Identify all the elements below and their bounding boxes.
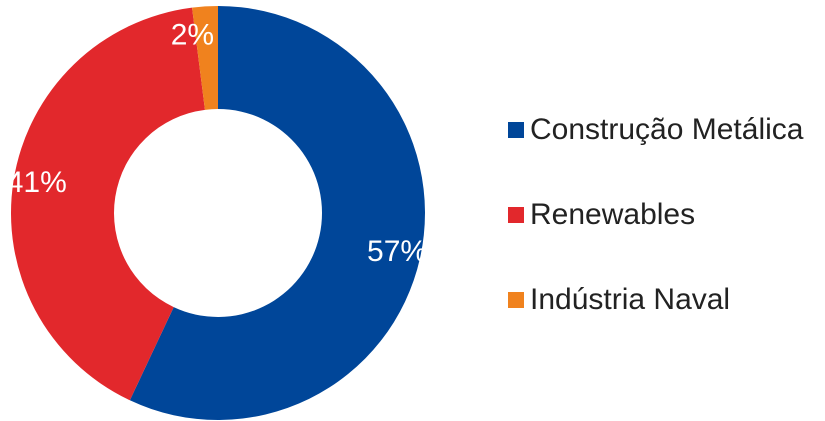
legend-label-construcao-metalica: Construção Metálica [530,112,804,146]
donut-slices [11,6,425,420]
legend-swatch-construcao-metalica [508,121,524,138]
chart-legend: Construção Metálica Renewables Indústria… [508,108,803,321]
donut-plot-area: 57% 41% 2% [7,6,427,420]
legend-item-industria-naval: Indústria Naval [508,278,803,321]
legend-label-industria-naval: Indústria Naval [530,282,731,316]
legend-swatch-renewables [508,206,524,223]
slice-label-construcao-metalica: 57% [367,235,427,268]
legend-item-renewables: Renewables [508,193,803,236]
legend-label-renewables: Renewables [530,197,696,231]
slice-industria-naval [192,6,218,110]
slice-labels: 57% 41% 2% [7,18,427,268]
slice-construcao-metalica [129,6,425,420]
slice-label-renewables: 41% [7,166,67,199]
legend-swatch-industria-naval [508,291,524,308]
slice-label-industria-naval: 2% [171,18,214,51]
slice-renewables [11,7,205,401]
legend-item-construcao-metalica: Construção Metálica [508,108,803,151]
